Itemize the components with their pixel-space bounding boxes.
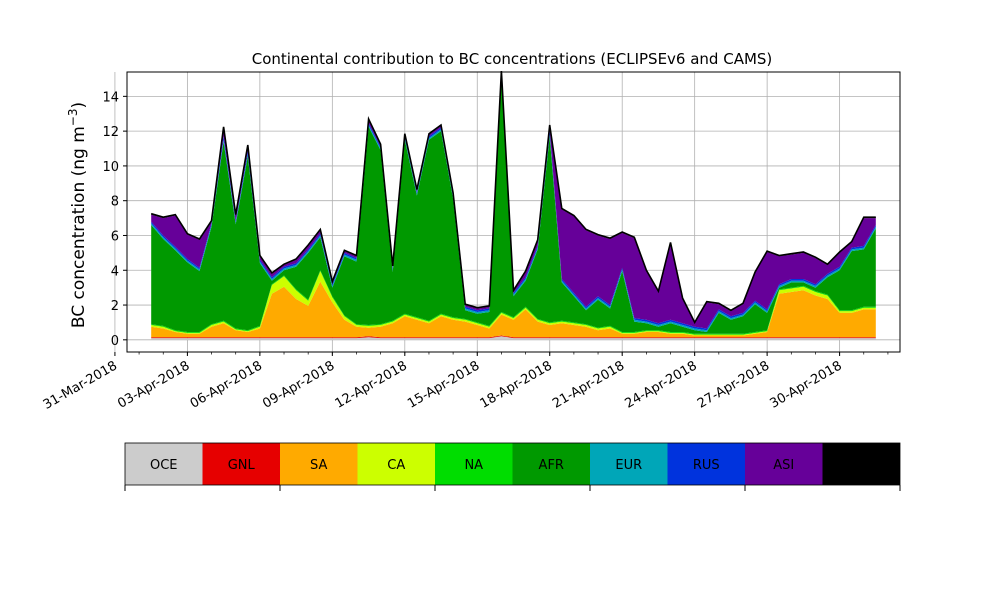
y-tick-label: 8 [111,195,119,210]
legend-swatch-aus [822,443,900,485]
y-tick-label: 6 [111,229,119,244]
y-tick-label: 4 [111,264,119,279]
legend-label-ca: CA [387,458,405,473]
legend-colorbar: OCE GNL SA CA NA AFR EUR RUS ASI AUS [124,442,901,491]
y-tick-label: 12 [102,125,119,140]
y-tick-label: 10 [102,160,119,175]
legend-swatch-asi [745,443,823,485]
axes-frame [126,71,901,353]
legend-swatch-na [435,443,513,485]
legend-swatch-ca [357,443,435,485]
area-series-afr [151,79,876,334]
legend-swatch-eur [590,443,668,485]
legend-label-rus: RUS [693,458,720,473]
legend-swatch-rus [667,443,745,485]
total-outline-line [150,71,876,325]
legend-frame [124,442,901,486]
legend-label-eur: EUR [615,458,642,473]
legend-label-aus: AUS [848,458,875,473]
y-axis-label: BC concentration (ng m−3) [66,102,89,328]
y-tick-label: 2 [111,299,119,314]
legend-label-na: NA [464,458,483,473]
area-series-gnl [151,335,876,339]
legend-label-afr: AFR [539,458,564,473]
area-series-oce [151,336,876,340]
y-tick-label: 0 [111,334,119,349]
legend-swatch-oce [125,443,203,485]
y-axis-label-close: ) [69,102,89,109]
chart-title: Continental contribution to BC concentra… [252,50,773,68]
legend-swatch-gnl [202,443,280,485]
y-axis-label-exponent: −3 [66,108,80,126]
legend-swatch-afr [512,443,590,485]
y-tick-label: 14 [102,90,119,105]
y-axis-label-text: BC concentration (ng m [69,126,89,328]
area-series-sa [151,281,876,338]
legend-label-oce: OCE [150,458,178,473]
legend-swatch-sa [280,443,358,485]
legend-label-asi: ASI [773,458,794,473]
legend-label-sa: SA [310,458,327,473]
legend-label-gnl: GNL [228,458,256,473]
